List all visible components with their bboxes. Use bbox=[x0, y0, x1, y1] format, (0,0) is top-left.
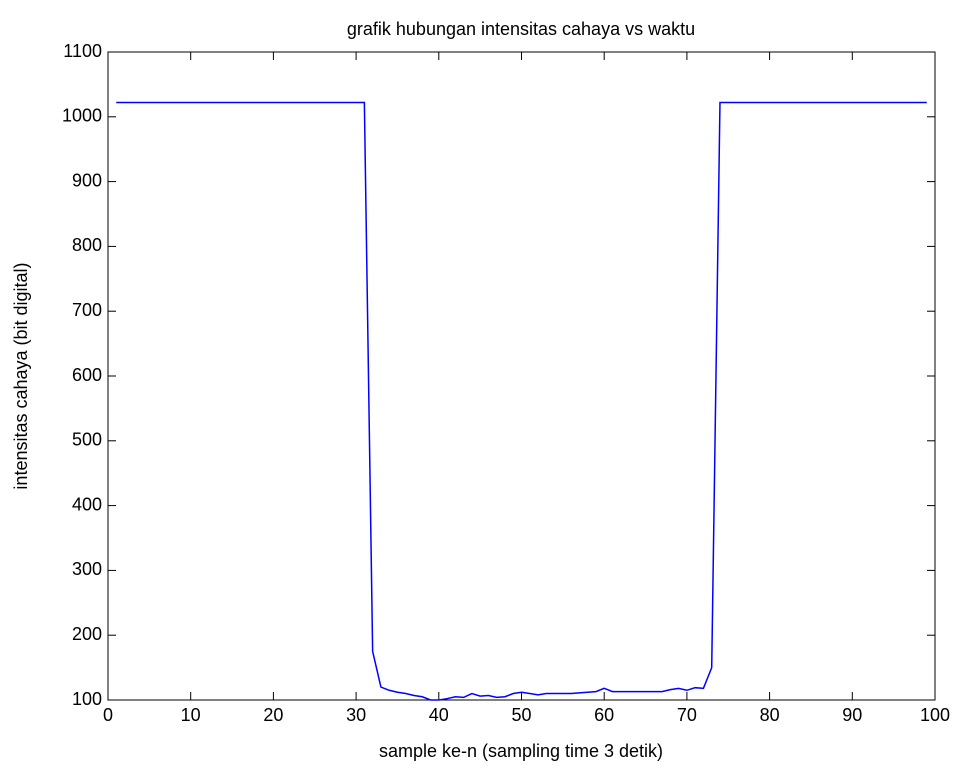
x-tick-label: 60 bbox=[594, 705, 614, 725]
background bbox=[0, 0, 958, 768]
y-tick-label: 100 bbox=[72, 689, 102, 709]
x-tick-label: 40 bbox=[429, 705, 449, 725]
y-tick-label: 700 bbox=[72, 300, 102, 320]
x-tick-label: 10 bbox=[181, 705, 201, 725]
x-tick-label: 90 bbox=[842, 705, 862, 725]
x-axis-label: sample ke-n (sampling time 3 detik) bbox=[379, 741, 663, 761]
y-tick-label: 500 bbox=[72, 430, 102, 450]
y-tick-label: 800 bbox=[72, 235, 102, 255]
y-tick-label: 200 bbox=[72, 624, 102, 644]
y-axis-label: intensitas cahaya (bit digital) bbox=[11, 262, 31, 489]
x-tick-label: 80 bbox=[760, 705, 780, 725]
x-tick-label: 70 bbox=[677, 705, 697, 725]
y-tick-label: 400 bbox=[72, 494, 102, 514]
x-tick-label: 20 bbox=[263, 705, 283, 725]
y-tick-label: 900 bbox=[72, 170, 102, 190]
chart: grafik hubungan intensitas cahaya vs wak… bbox=[0, 0, 958, 768]
y-tick-label: 300 bbox=[72, 559, 102, 579]
x-tick-label: 100 bbox=[920, 705, 950, 725]
y-tick-label: 600 bbox=[72, 365, 102, 385]
y-tick-label: 1000 bbox=[62, 106, 102, 126]
x-tick-label: 50 bbox=[511, 705, 531, 725]
x-tick-label: 0 bbox=[103, 705, 113, 725]
chart-title: grafik hubungan intensitas cahaya vs wak… bbox=[347, 19, 695, 39]
x-tick-label: 30 bbox=[346, 705, 366, 725]
y-tick-label: 1100 bbox=[63, 41, 102, 61]
